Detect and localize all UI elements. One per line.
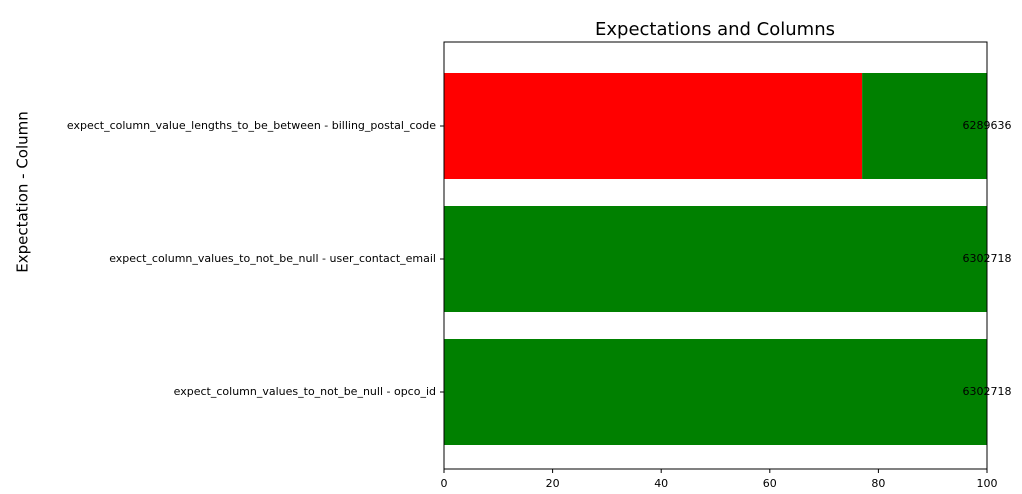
y-tick-label: expect_column_values_to_not_be_null - op… [174,385,436,398]
x-tick-label: 60 [763,477,777,490]
bar-segment [444,206,987,312]
y-tick-label: expect_column_value_lengths_to_be_betwee… [67,119,436,132]
x-tick-label: 40 [654,477,668,490]
bar-segment [444,73,863,179]
plot-frame [443,41,988,470]
bar-segment [862,73,987,179]
chart-title: Expectations and Columns [595,19,835,40]
y-tick-label: expect_column_values_to_not_be_null - us… [109,252,436,265]
x-tick-label: 20 [546,477,560,490]
x-tick-label: 100 [977,477,998,490]
bar-segment [444,339,987,445]
x-tick-label: 80 [871,477,885,490]
x-tick-label: 0 [441,477,448,490]
y-axis-label: Expectation - Column [14,111,32,273]
